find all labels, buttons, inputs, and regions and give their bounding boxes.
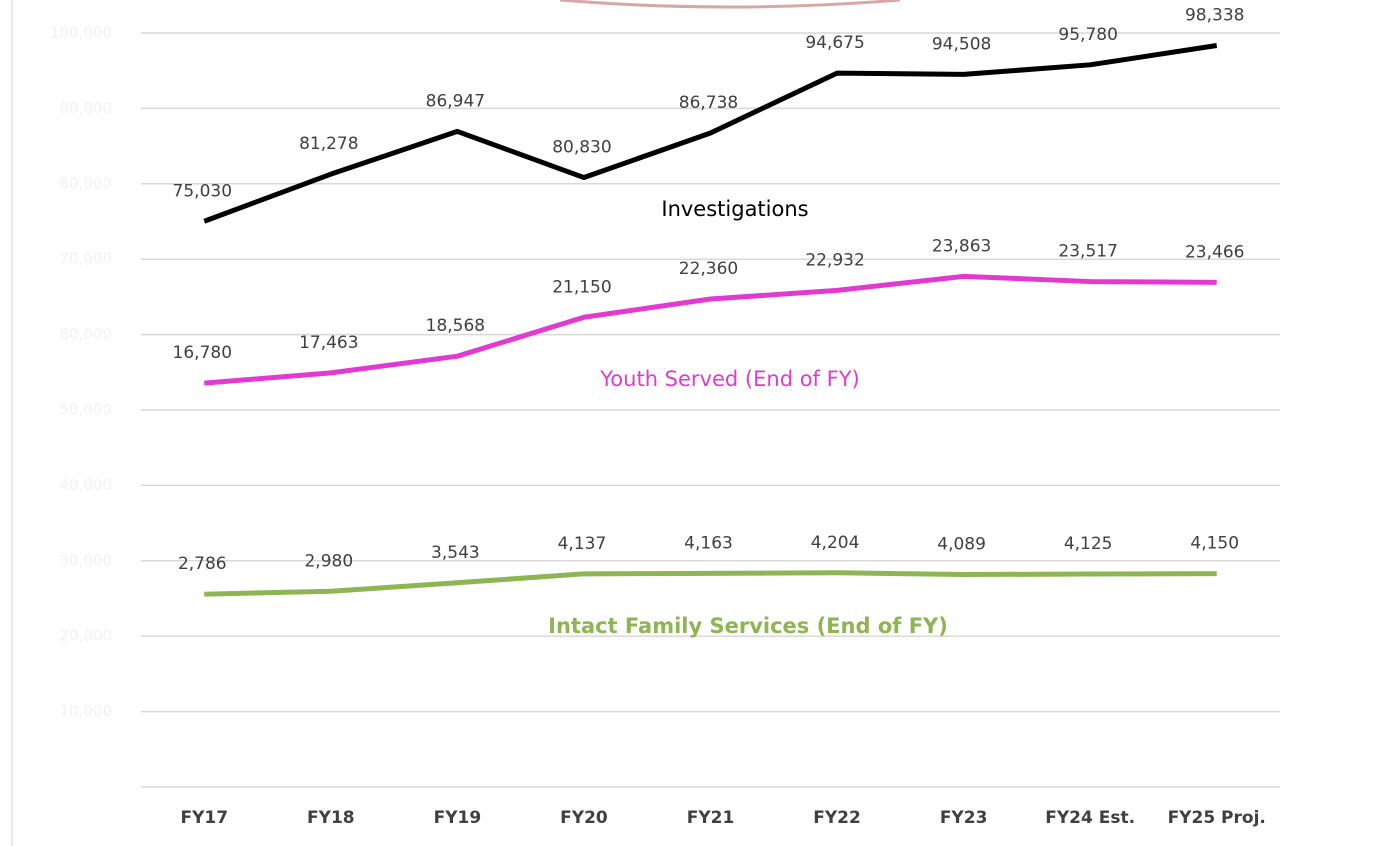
y-tick-label: 30,000	[60, 551, 113, 569]
data-label: 16,780	[173, 343, 232, 363]
x-tick-label: FY20	[560, 808, 608, 828]
data-label: 23,863	[932, 236, 991, 256]
data-label: 3,543	[431, 543, 480, 563]
y-tick-label: 60,000	[60, 325, 113, 343]
data-label: 4,163	[684, 533, 733, 553]
data-label: 2,786	[178, 554, 227, 574]
data-label: 4,137	[558, 534, 607, 554]
data-label: 98,338	[1185, 6, 1244, 26]
data-label: 4,150	[1190, 534, 1239, 554]
data-label: 94,675	[805, 33, 864, 53]
y-tick-label: 100,000	[50, 24, 112, 42]
decoration	[559, 0, 901, 9]
x-tick-label: FY25 Proj.	[1168, 808, 1266, 828]
data-label: 95,780	[1058, 25, 1117, 45]
y-tick-label: 10,000	[60, 702, 113, 720]
y-tick-label: 50,000	[60, 401, 113, 419]
x-tick-label: FY24 Est.	[1045, 808, 1135, 828]
data-label: 23,466	[1185, 242, 1244, 262]
data-label: 86,738	[679, 93, 738, 113]
data-label: 94,508	[932, 34, 991, 54]
x-tick-label: FY19	[434, 808, 482, 828]
y-tick-label: 40,000	[60, 476, 113, 494]
series-name: Youth Served (End of FY)	[599, 367, 859, 391]
data-label: 22,360	[679, 259, 738, 279]
y-tick-label: 70,000	[60, 250, 113, 268]
data-label: 21,150	[552, 277, 611, 297]
y-tick-label: 80,000	[60, 174, 113, 192]
data-label: 17,463	[299, 333, 358, 353]
data-label: 4,089	[937, 535, 986, 555]
data-label: 18,568	[426, 316, 485, 336]
x-tick-label: FY22	[813, 808, 861, 828]
data-label: 22,932	[805, 250, 864, 270]
series-name: Intact Family Services (End of FY)	[548, 614, 948, 638]
series-line	[203, 43, 1218, 224]
y-tick-label: 90,000	[60, 99, 113, 117]
data-label: 75,030	[173, 181, 232, 201]
x-tick-label: FY23	[940, 808, 988, 828]
series-name: Investigations	[661, 197, 808, 221]
x-tick-label: FY21	[687, 808, 735, 828]
x-tick-label: FY17	[180, 808, 228, 828]
data-label: 4,125	[1064, 534, 1113, 554]
data-label: 80,830	[552, 138, 611, 158]
x-tick-label: FY18	[307, 808, 355, 828]
data-label: 86,947	[426, 91, 485, 111]
series-line	[204, 570, 1217, 597]
series-line	[204, 273, 1217, 386]
data-label: 23,517	[1058, 242, 1117, 262]
y-tick-label: 20,000	[60, 627, 113, 645]
data-label: 2,980	[304, 551, 353, 571]
data-label: 4,204	[811, 533, 860, 553]
data-label: 81,278	[299, 134, 358, 154]
